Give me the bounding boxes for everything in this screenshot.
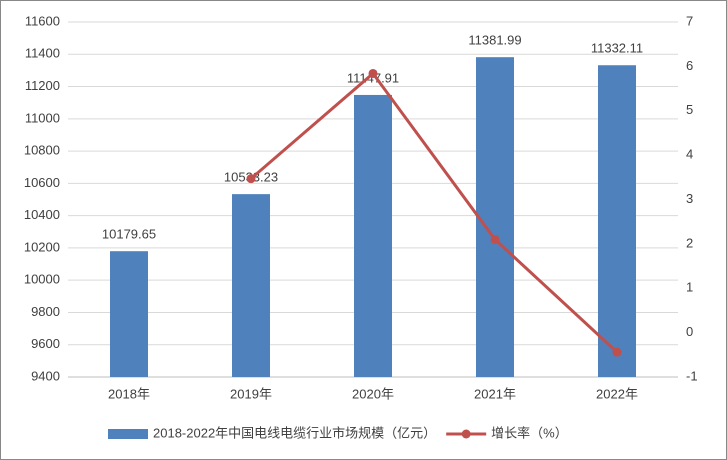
line-point xyxy=(490,234,500,244)
legend-label: 2018-2022年中国电线电缆行业市场规模（亿元） xyxy=(153,425,436,440)
y-tick-label: 10400 xyxy=(24,207,60,222)
y2-tick-label: -1 xyxy=(686,368,698,383)
x-tick-label: 2022年 xyxy=(596,386,638,401)
bar xyxy=(598,65,636,377)
y2-tick-label: 1 xyxy=(686,280,693,295)
y-tick-label: 9400 xyxy=(31,368,60,383)
legend-swatch xyxy=(461,429,471,439)
line xyxy=(250,71,619,354)
y-tick-label: 10200 xyxy=(24,239,60,254)
y2-tick-label: 5 xyxy=(686,102,693,117)
y-tick-label: 9800 xyxy=(31,304,60,319)
y2-tick-label: 7 xyxy=(686,13,693,28)
y-tick-label: 11200 xyxy=(25,78,60,93)
x-tick-label: 2019年 xyxy=(230,386,272,401)
y-tick-label: 10000 xyxy=(24,272,60,287)
y-tick-label: 10600 xyxy=(24,175,60,190)
line-point xyxy=(368,68,378,78)
y2-tick-label: 3 xyxy=(686,191,693,206)
y-tick-label: 11000 xyxy=(25,110,60,125)
x-tick-label: 2021年 xyxy=(474,386,516,401)
y-tick-label: 11600 xyxy=(25,13,60,28)
legend-swatch xyxy=(108,429,148,439)
y-tick-label: 9600 xyxy=(31,336,60,351)
x-tick-label: 2018年 xyxy=(108,386,150,401)
value-label: 10179.65 xyxy=(102,227,156,242)
value-label: 11381.99 xyxy=(468,33,521,48)
bar xyxy=(476,57,514,377)
value-label: 11332.11 xyxy=(591,41,643,56)
y-tick-label: 11400 xyxy=(25,46,60,61)
line-point xyxy=(612,347,622,357)
y2-tick-label: 0 xyxy=(686,324,693,339)
y2-tick-label: 4 xyxy=(686,147,693,162)
y2-tick-label: 6 xyxy=(686,58,693,73)
line-point xyxy=(246,174,256,184)
bar xyxy=(110,251,148,377)
y2-tick-label: 2 xyxy=(686,235,693,250)
legend-label: 增长率（%） xyxy=(491,425,568,440)
bar xyxy=(354,94,392,377)
bar xyxy=(232,194,270,377)
y-tick-label: 10800 xyxy=(24,143,60,158)
x-tick-label: 2020年 xyxy=(352,386,394,401)
